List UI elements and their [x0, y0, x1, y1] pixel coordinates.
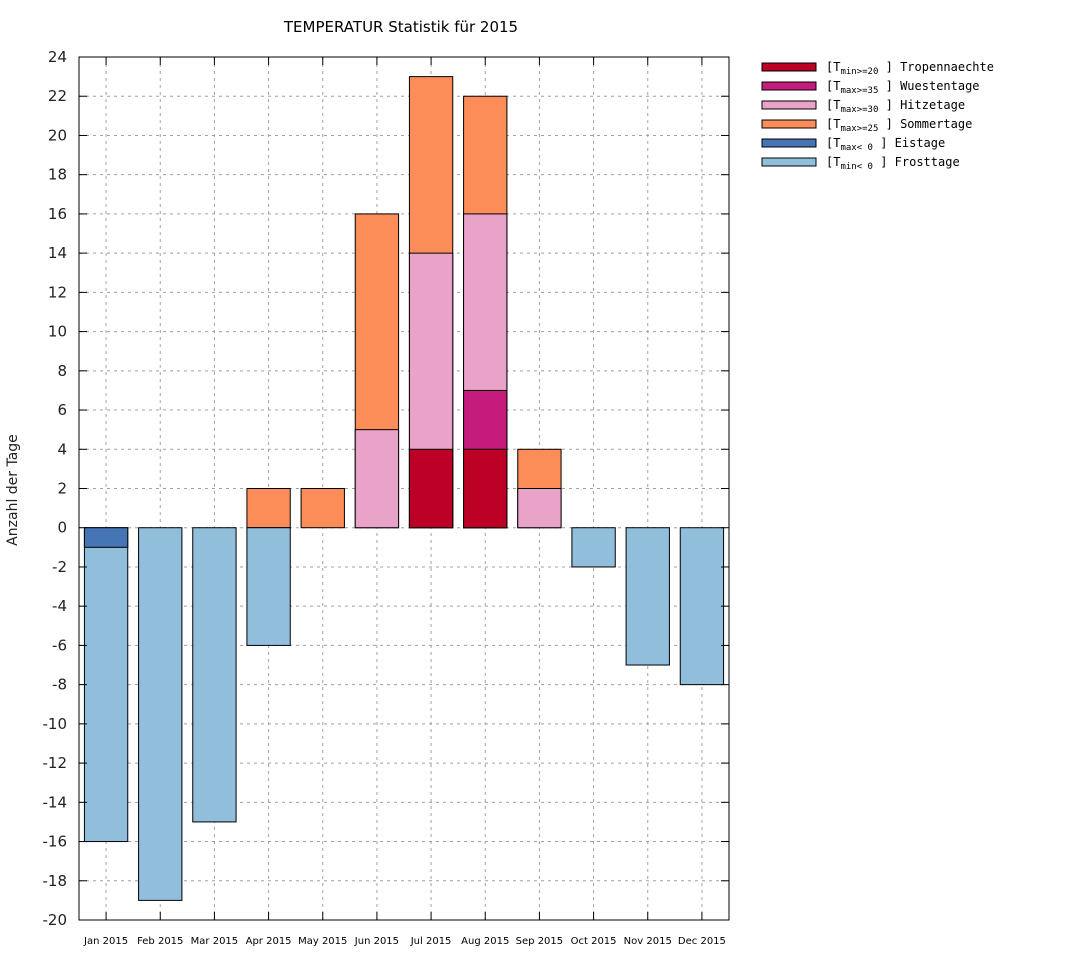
y-tick-label: 0: [57, 519, 67, 537]
legend-label-wuestentage: [Tmax>=35 ] Wuestentage: [826, 79, 980, 96]
y-tick-label: -14: [43, 793, 68, 811]
y-tick-label: -12: [43, 754, 68, 772]
x-tick-label: Oct 2015: [571, 936, 617, 947]
y-tick-label: 6: [57, 401, 67, 419]
bars: [83, 76, 725, 901]
y-tick-label: 10: [48, 323, 67, 341]
legend-label-tropennaechte: [Tmin>=20 ] Tropennaechte: [826, 60, 994, 77]
bar-hitzetage: [354, 429, 400, 529]
bar-frosttage: [192, 527, 237, 823]
y-tick-label: 22: [48, 87, 67, 105]
legend: [Tmin>=20 ] Tropennaechte [Tmax>=35 ] Wue…: [761, 60, 994, 172]
bar-frosttage: [138, 527, 183, 901]
bar-eistage: [83, 527, 129, 548]
legend-label-hitzetage: [Tmax>=30 ] Hitzetage: [826, 98, 965, 115]
bar-sommertage: [246, 488, 291, 529]
x-tick-label: Sep 2015: [516, 936, 563, 947]
y-tick-label: 18: [48, 166, 67, 184]
x-tick-label: Nov 2015: [624, 936, 672, 947]
legend-swatch-tropennaechte: [761, 62, 817, 72]
bar-frosttage: [246, 527, 291, 646]
bar-sommertage: [300, 488, 345, 529]
y-tick-label: -18: [43, 872, 68, 890]
legend-swatch-sommertage: [761, 119, 817, 129]
legend-swatch-eistage: [761, 138, 817, 148]
y-tick-label: -8: [52, 676, 67, 694]
y-tick-label: 16: [48, 205, 67, 223]
y-tick-label: 2: [57, 480, 67, 498]
y-tick-label: -20: [43, 911, 68, 929]
bar-frosttage: [679, 527, 725, 686]
y-tick-label: 14: [48, 244, 67, 262]
legend-label-sommertage: [Tmax>=25 ] Sommertage: [826, 117, 972, 134]
y-axis-label: Anzahl der Tage: [5, 434, 21, 546]
bar-frosttage: [83, 527, 129, 843]
y-tick-label: 4: [57, 440, 67, 458]
x-tick-label: Aug 2015: [461, 936, 509, 947]
y-tick-label: 12: [48, 283, 67, 301]
y-tick-label: -6: [52, 636, 67, 654]
chart-title: TEMPERATUR Statistik für 2015: [283, 18, 518, 36]
y-tick-label: -10: [43, 715, 68, 733]
y-tick-label: -16: [43, 833, 68, 851]
grid: [79, 56, 729, 921]
axes: -20-18-16-14-12-10-8-6-4-202468101214161…: [43, 48, 730, 947]
y-tick-label: 24: [48, 48, 67, 66]
bar-hitzetage: [517, 488, 562, 529]
x-tick-label: Mar 2015: [191, 936, 239, 947]
x-tick-label: Dec 2015: [678, 936, 726, 947]
bar-frosttage: [625, 527, 670, 666]
x-tick-label: Feb 2015: [137, 936, 183, 947]
bar-frosttage: [571, 527, 616, 568]
x-tick-label: Jul 2015: [410, 936, 452, 947]
x-tick-label: Jun 2015: [354, 936, 399, 947]
y-tick-label: -2: [52, 558, 67, 576]
legend-swatch-wuestentage: [761, 81, 817, 91]
x-tick-label: May 2015: [298, 936, 347, 947]
legend-swatch-frosttage: [761, 157, 817, 167]
bar-tropennaechte: [463, 448, 508, 529]
x-tick-label: Jan 2015: [83, 936, 128, 947]
legend-label-eistage: [Tmax< 0 ] Eistage: [826, 136, 945, 153]
bar-tropennaechte: [408, 448, 454, 529]
legend-swatch-hitzetage: [761, 100, 817, 110]
y-tick-label: 20: [48, 126, 67, 144]
y-tick-label: -4: [52, 597, 67, 615]
legend-label-frosttage: [Tmin< 0 ] Frosttage: [826, 155, 960, 172]
plot-border: [78, 56, 730, 921]
x-tick-label: Apr 2015: [246, 936, 292, 947]
y-tick-label: 8: [57, 362, 67, 380]
